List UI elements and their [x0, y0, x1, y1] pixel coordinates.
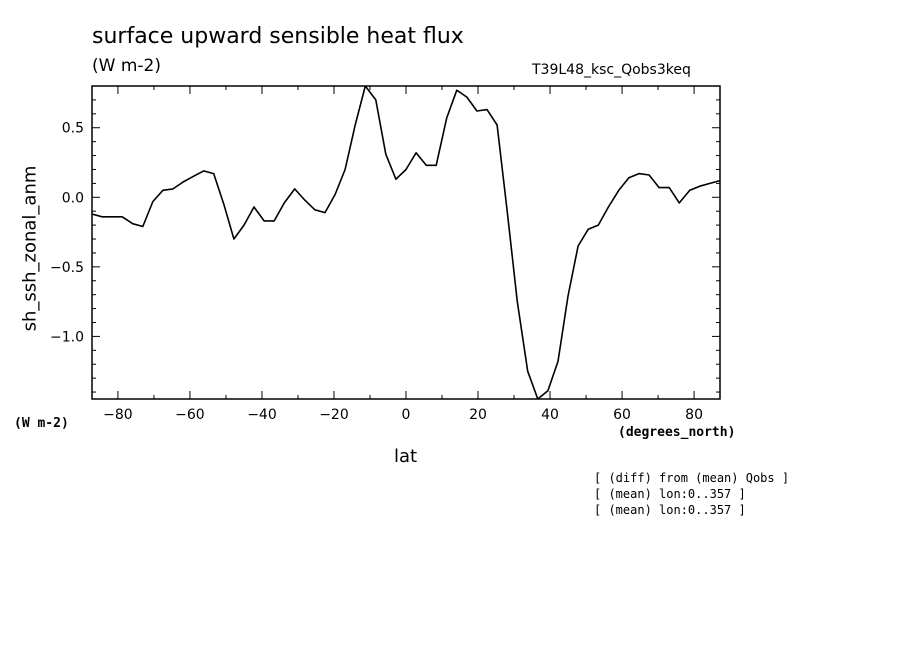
y-axis-units: (W m-2): [14, 416, 69, 431]
averaging-notes: [ (diff) from (mean) Qobs ] [ (mean) lon…: [594, 470, 789, 518]
x-axis-units: (degrees_north): [618, 425, 736, 440]
x-tick-label: −20: [319, 407, 349, 423]
x-tick-label: 60: [613, 407, 631, 423]
note-line: [ (diff) from (mean) Qobs ]: [594, 471, 790, 485]
note-line: [ (mean) lon:0..357 ]: [594, 487, 746, 501]
y-tick-label: −1.0: [50, 329, 84, 345]
chart-subtitle-units: (W m-2): [92, 56, 161, 76]
y-tick-label: 0.5: [62, 121, 84, 137]
x-axis-label: lat: [394, 446, 418, 467]
x-tick-label: 20: [469, 407, 487, 423]
y-tick-label: −0.5: [50, 260, 84, 276]
note-line: [ (mean) lon:0..357 ]: [594, 503, 746, 517]
x-tick-label: −80: [103, 407, 133, 423]
y-tick-label: 0.0: [62, 190, 84, 206]
run-identifier: T39L48_ksc_Qobs3keq: [532, 62, 691, 78]
x-tick-label: 40: [541, 407, 559, 423]
x-tick-label: −40: [247, 407, 277, 423]
x-tick-label: 80: [685, 407, 703, 423]
plot-frame: [91, 85, 721, 400]
x-tick-label: −60: [175, 407, 205, 423]
chart-title: surface upward sensible heat flux: [92, 24, 464, 49]
series-line: [92, 86, 720, 399]
x-tick-label: 0: [402, 407, 411, 423]
